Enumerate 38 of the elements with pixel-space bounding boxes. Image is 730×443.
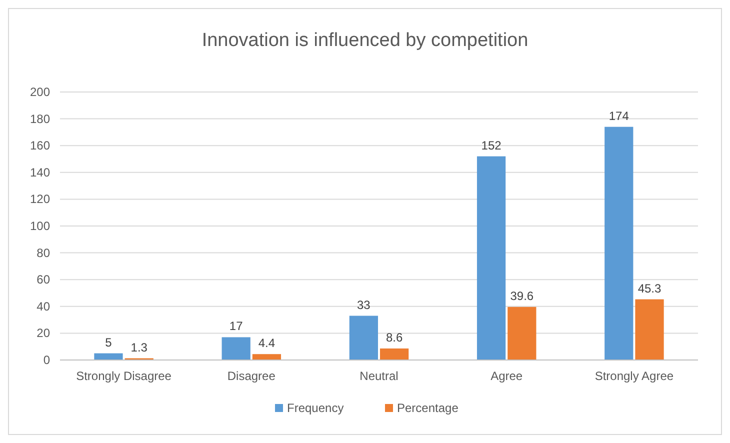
data-label: 1.3 <box>130 340 148 354</box>
data-label: 39.6 <box>510 288 534 303</box>
legend-label: Frequency <box>287 401 344 415</box>
data-label: 17 <box>229 319 244 334</box>
y-tick-label: 0 <box>43 353 50 367</box>
y-tick-label: 60 <box>36 272 50 287</box>
y-tick-label: 20 <box>36 326 50 340</box>
data-label: 152 <box>481 138 502 152</box>
data-label: 33 <box>357 298 371 312</box>
y-tick-label: 100 <box>30 219 50 233</box>
y-tick-label: 80 <box>36 246 50 260</box>
x-tick-label: Neutral <box>360 369 398 383</box>
bar <box>604 126 634 360</box>
data-label: 45.3 <box>638 281 662 296</box>
y-tick-label: 200 <box>30 85 50 99</box>
bar <box>349 316 378 360</box>
data-label: 8.6 <box>386 330 403 344</box>
y-tick-label: 120 <box>30 192 50 206</box>
legend-label: Percentage <box>397 401 459 415</box>
x-tick-label: Strongly Disagree <box>76 369 172 383</box>
x-tick-label: Strongly Agree <box>594 369 674 383</box>
data-label: 174 <box>608 108 630 123</box>
bar <box>94 353 123 360</box>
data-label: 5 <box>105 335 112 350</box>
bar <box>508 306 536 360</box>
x-tick-label: Disagree <box>227 369 276 383</box>
chart-title: Innovation is influenced by competition <box>202 30 528 51</box>
bar <box>476 156 506 360</box>
y-tick-label: 140 <box>30 165 50 180</box>
x-tick-label: Agree <box>490 369 523 383</box>
bar <box>380 348 409 360</box>
y-tick-label: 160 <box>30 138 50 153</box>
bar <box>635 299 664 360</box>
bar <box>222 337 250 360</box>
y-tick-label: 40 <box>36 299 50 314</box>
data-label: 4.4 <box>258 336 276 350</box>
y-tick-label: 180 <box>30 112 50 126</box>
bar <box>252 354 282 360</box>
